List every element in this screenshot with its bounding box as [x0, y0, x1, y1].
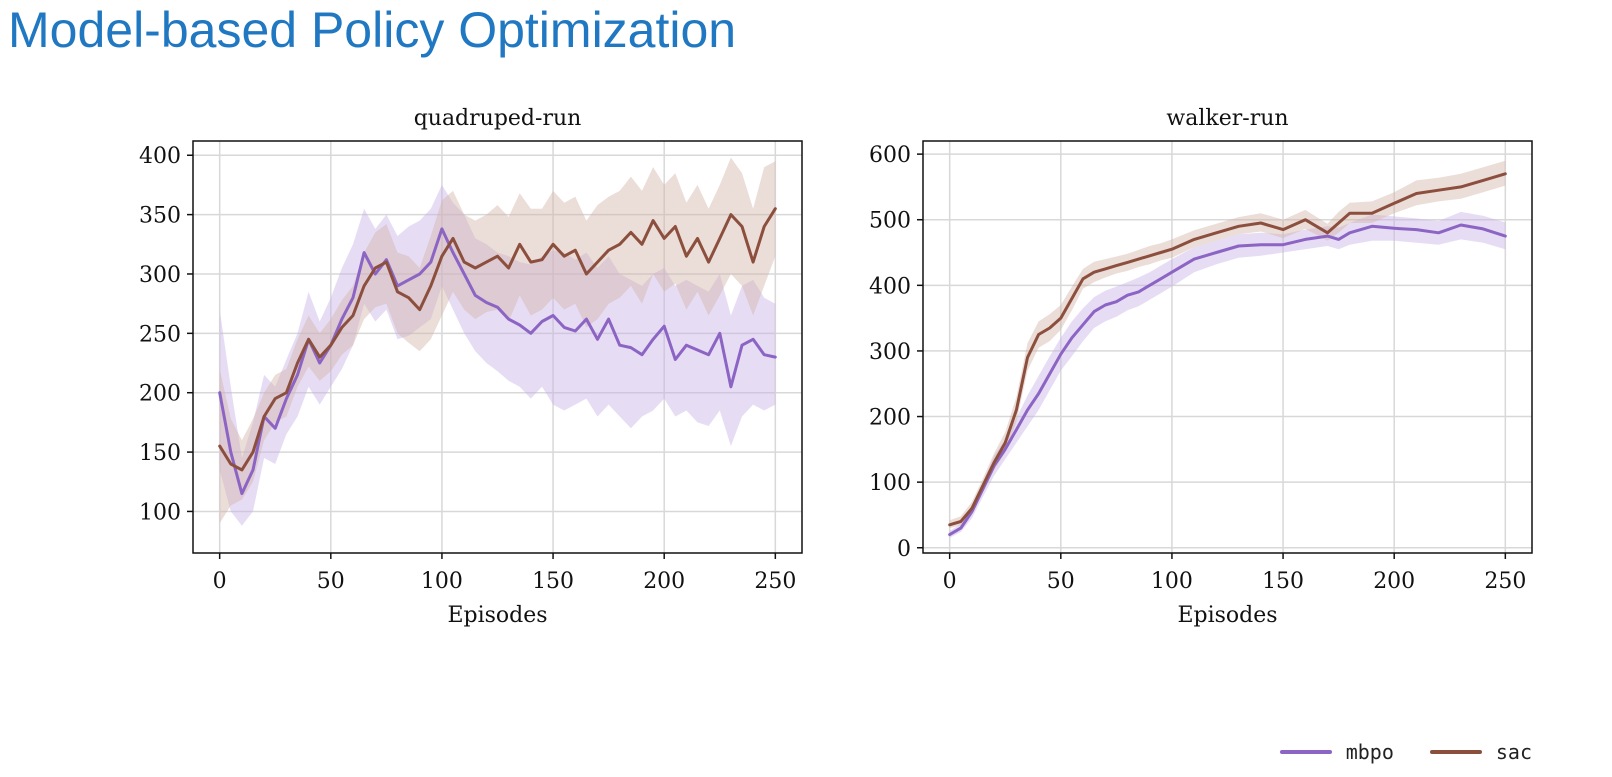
line-sac: [218, 207, 777, 472]
y-tick-label: 100: [139, 500, 181, 525]
chart-title: walker-run: [1166, 106, 1288, 131]
slide-title: Model-based Policy Optimization: [8, 2, 737, 58]
y-tick-label: 500: [869, 209, 911, 234]
legend-swatch-sac: [1429, 750, 1482, 754]
x-tick-label: 150: [1262, 569, 1304, 594]
y-tick-label: 300: [869, 340, 911, 365]
y-tick-label: 350: [139, 204, 181, 229]
legend: mbpo sac: [1279, 740, 1532, 764]
x-tick-label: 200: [643, 569, 685, 594]
y-tick-label: 400: [869, 274, 911, 299]
x-tick-label: 100: [1151, 569, 1193, 594]
y-tick-label: 200: [869, 406, 911, 431]
x-tick-label: 200: [1373, 569, 1415, 594]
y-tick-label: 300: [139, 263, 181, 288]
y-tick-label: 0: [897, 537, 911, 562]
y-tick-label: 400: [139, 144, 181, 169]
plot-frame: [192, 140, 803, 554]
x-tick-label: 0: [213, 569, 227, 594]
legend-item-sac: sac: [1429, 740, 1532, 764]
y-tick-label: 200: [139, 382, 181, 407]
y-tick-label: 100: [869, 471, 911, 496]
chart-walker-run: 0 50 100 150 200 250 0 100 200 300 400 500 600 walker…: [869, 106, 1533, 628]
line-mbpo: [948, 223, 1507, 537]
y-tick-label: 150: [139, 441, 181, 466]
legend-item-mbpo: mbpo: [1279, 740, 1394, 764]
x-axis-label: Episodes: [447, 603, 547, 628]
legend-swatch-mbpo: [1279, 750, 1332, 754]
x-tick-label: 50: [1047, 569, 1075, 594]
chart-quadruped-run: 0 50 100 150 200 250 100 150 200 250 300 350 400 quad…: [139, 106, 803, 628]
plot-frame: [922, 140, 1533, 554]
x-tick-label: 100: [421, 569, 463, 594]
band-mbpo: [949, 211, 1506, 538]
band-sac: [219, 157, 776, 524]
y-tick-label: 600: [869, 143, 911, 168]
y-tick-label: 250: [139, 322, 181, 347]
line-sac: [948, 172, 1507, 527]
band-sac: [949, 160, 1506, 529]
legend-label-sac: sac: [1495, 740, 1532, 764]
x-tick-label: 0: [943, 569, 957, 594]
legend-label-mbpo: mbpo: [1345, 740, 1394, 764]
x-tick-label: 250: [754, 569, 796, 594]
x-tick-label: 50: [317, 569, 345, 594]
chart-title: quadruped-run: [414, 106, 582, 131]
x-tick-label: 150: [532, 569, 574, 594]
x-axis-label: Episodes: [1177, 603, 1277, 628]
x-tick-label: 250: [1484, 569, 1526, 594]
